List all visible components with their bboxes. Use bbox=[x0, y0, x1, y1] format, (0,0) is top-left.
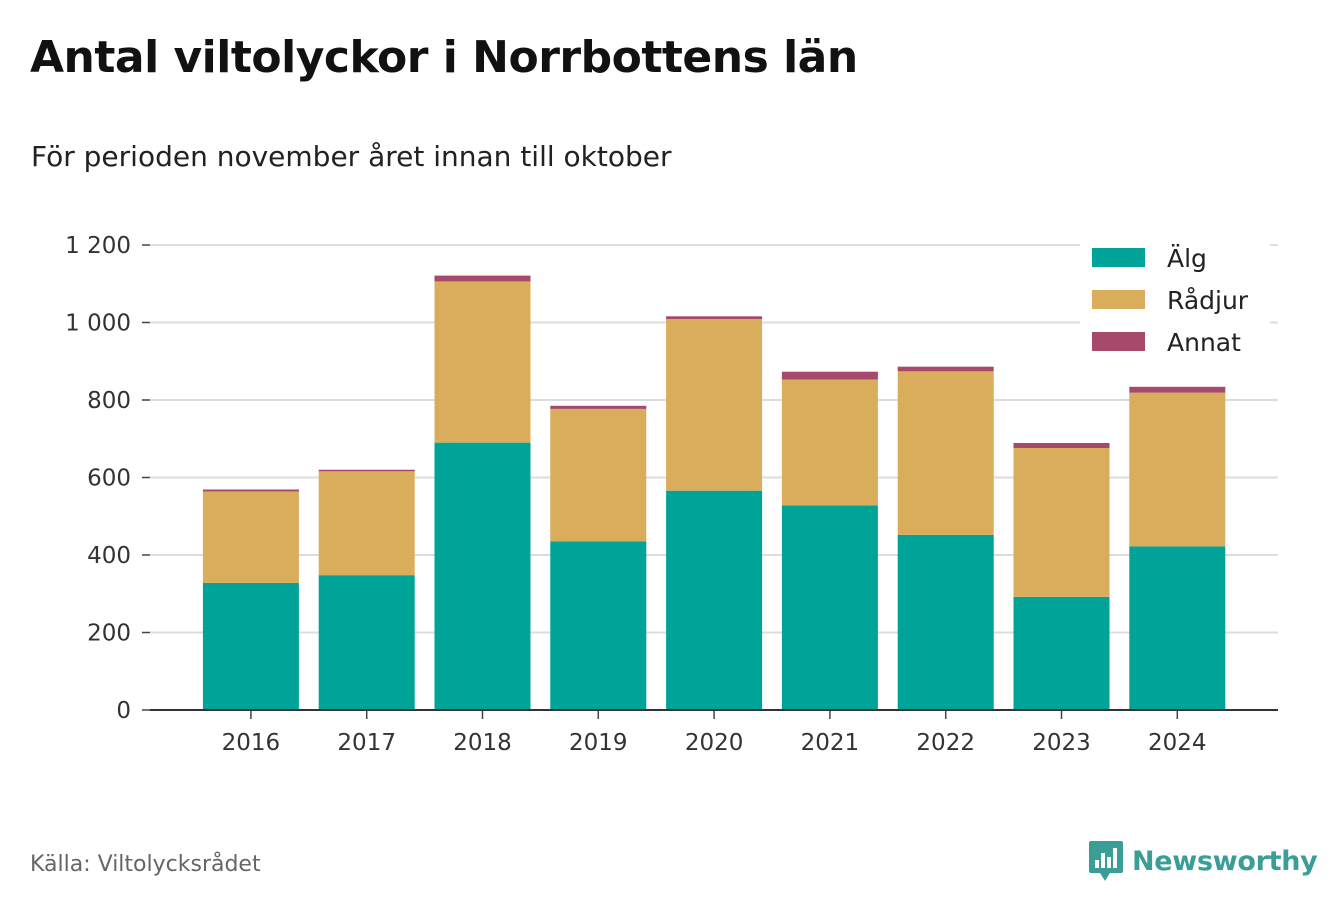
x-tick-label: 2019 bbox=[569, 730, 628, 756]
bar-segment bbox=[1013, 448, 1110, 597]
y-tick-label: 1 200 bbox=[65, 233, 131, 259]
bar-segment bbox=[550, 541, 647, 710]
brand-name: Newsworthy bbox=[1132, 845, 1318, 877]
bar-segment bbox=[897, 534, 994, 710]
legend-swatch bbox=[1092, 248, 1145, 267]
newsworthy-logo-icon bbox=[1089, 841, 1123, 881]
bar-segment bbox=[434, 442, 531, 710]
x-tick-label: 2020 bbox=[685, 730, 744, 756]
y-tick-label: 400 bbox=[87, 543, 131, 569]
x-tick-label: 2022 bbox=[916, 730, 975, 756]
y-tick-label: 200 bbox=[87, 621, 131, 647]
bar-segment bbox=[897, 366, 994, 372]
legend-label: Annat bbox=[1167, 328, 1241, 357]
bar-segment bbox=[434, 281, 531, 443]
y-tick-label: 600 bbox=[87, 466, 131, 492]
bar-segment bbox=[202, 491, 299, 583]
source-note: Källa: Viltolycksrådet bbox=[30, 852, 261, 877]
bar-segment bbox=[897, 371, 994, 535]
x-tick-label: 2024 bbox=[1148, 730, 1207, 756]
bar-segment bbox=[1129, 392, 1226, 547]
bar-segment bbox=[550, 408, 647, 542]
chart-title: Antal viltolyckor i Norrbottens län bbox=[30, 32, 858, 83]
bar-segment bbox=[434, 275, 531, 282]
bar-segment bbox=[781, 371, 878, 380]
x-tick-label: 2018 bbox=[453, 730, 512, 756]
legend-swatch bbox=[1092, 290, 1145, 309]
y-tick-label: 0 bbox=[116, 698, 131, 724]
legend-swatch bbox=[1092, 332, 1145, 351]
bar-segment bbox=[781, 505, 878, 710]
bar-segment bbox=[318, 575, 415, 710]
y-tick-label: 1 000 bbox=[65, 311, 131, 337]
legend-label: Rådjur bbox=[1167, 286, 1249, 315]
bar-segment bbox=[666, 316, 763, 320]
bar-segment bbox=[550, 405, 647, 409]
axes: 0 200 400 600 800 1 000 1 200 2016 2017 2018 2019 2… bbox=[65, 233, 1278, 756]
bar-segment bbox=[666, 490, 763, 710]
x-tick-label: 2021 bbox=[801, 730, 860, 756]
chart-subtitle: För perioden november året innan till ok… bbox=[31, 140, 672, 173]
legend-label: Älg bbox=[1167, 244, 1207, 273]
bar-segment bbox=[1129, 386, 1226, 393]
x-tick-label: 2023 bbox=[1032, 730, 1091, 756]
bar-segment bbox=[202, 582, 299, 710]
bar-segment bbox=[318, 471, 415, 576]
x-tick-label: 2017 bbox=[337, 730, 396, 756]
x-tick-label: 2016 bbox=[222, 730, 281, 756]
bar-segment bbox=[1013, 443, 1110, 449]
bar-segment bbox=[202, 489, 299, 492]
bar-segment bbox=[1013, 596, 1110, 710]
bar-segment bbox=[318, 469, 415, 472]
legend: Älg Rådjur Annat bbox=[1080, 236, 1270, 368]
bar-segment bbox=[666, 319, 763, 491]
bar-segment bbox=[781, 379, 878, 506]
bar-series bbox=[202, 275, 1226, 710]
y-tick-label: 800 bbox=[87, 388, 131, 414]
brand-logo: Newsworthy bbox=[1088, 838, 1318, 884]
bar-segment bbox=[1129, 546, 1226, 710]
